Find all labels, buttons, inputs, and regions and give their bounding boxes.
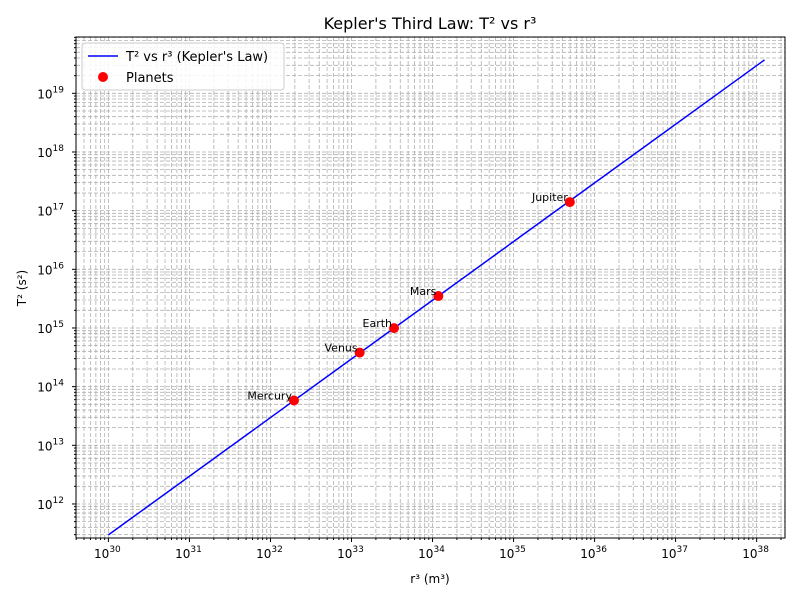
chart-title: Kepler's Third Law: T² vs r³	[324, 14, 537, 33]
planet-marker	[354, 347, 365, 358]
axes-frame	[75, 36, 786, 539]
x-axis-label: r³ (m³)	[410, 572, 449, 586]
plot-series: Mercury Venus Earth Mars Jupiter	[107, 59, 765, 536]
planet-marker	[288, 395, 299, 406]
legend-box	[81, 42, 285, 91]
planet-label: Jupiter	[531, 191, 568, 204]
planet-marker	[389, 323, 400, 334]
planet-marker	[564, 197, 575, 208]
legend-label-line: T² vs r³ (Kepler's Law)	[125, 50, 268, 65]
planet-label: Earth	[363, 317, 393, 330]
legend-marker-swatch	[98, 72, 108, 82]
planet-marker	[433, 291, 444, 302]
legend: T² vs r³ (Kepler's Law) Planets	[81, 42, 285, 91]
legend-label-planets: Planets	[126, 71, 174, 86]
y-axis-label: T² (s²)	[15, 270, 29, 307]
planet-label: Mars	[410, 285, 437, 298]
grid	[75, 36, 785, 538]
planet-label: Mercury	[247, 390, 292, 403]
planet-label: Venus	[325, 342, 358, 355]
